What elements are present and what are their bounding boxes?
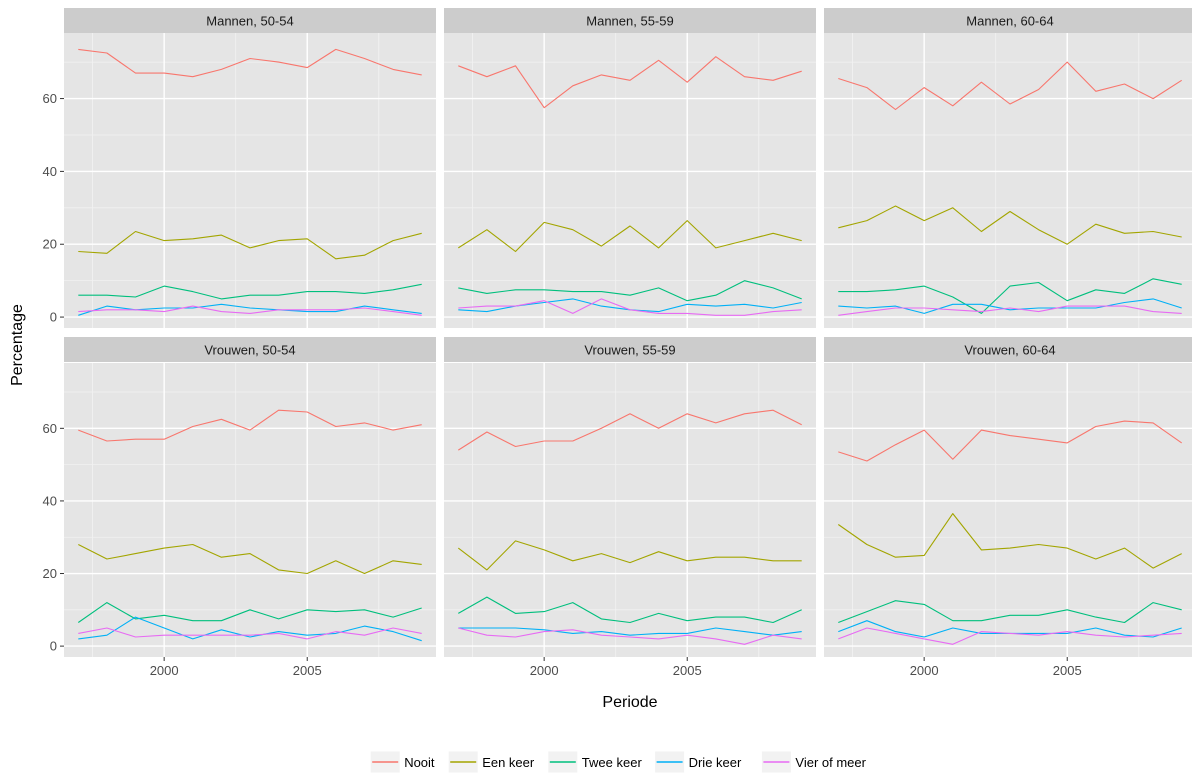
x-tick-label: 2005 bbox=[293, 663, 322, 678]
series-line-vier-of-meer bbox=[78, 305, 422, 316]
series-line-nooit bbox=[838, 61, 1182, 111]
panel-background bbox=[444, 33, 816, 328]
y-axis-label: Percentage bbox=[9, 304, 26, 386]
series-line-drie-keer bbox=[838, 298, 1182, 314]
y-tick-label: 20 bbox=[43, 237, 57, 252]
legend-label: Nooit bbox=[404, 755, 435, 770]
series-line-drie-keer bbox=[458, 627, 802, 636]
x-axis-label: Periode bbox=[602, 694, 657, 711]
series-line-twee-keer bbox=[838, 600, 1182, 624]
series-line-vier-of-meer bbox=[838, 305, 1182, 316]
facet-title: Vrouwen, 50-54 bbox=[204, 343, 295, 358]
series-line-vier-of-meer bbox=[458, 627, 802, 645]
series-line-twee-keer bbox=[78, 283, 422, 300]
y-tick-label: 0 bbox=[50, 639, 57, 654]
y-tick-label: 60 bbox=[43, 421, 57, 436]
y-tick-label: 60 bbox=[43, 91, 57, 106]
series-line-twee-keer bbox=[458, 596, 802, 624]
legend-label: Een keer bbox=[482, 755, 535, 770]
facet-strip bbox=[64, 8, 436, 33]
series-line-nooit bbox=[458, 56, 802, 109]
facet-title: Mannen, 55-59 bbox=[586, 14, 673, 29]
panel-background bbox=[64, 33, 436, 328]
series-line-vier-of-meer bbox=[838, 627, 1182, 645]
legend-label: Drie keer bbox=[689, 755, 742, 770]
x-tick-label: 2000 bbox=[910, 663, 939, 678]
x-tick-label: 2005 bbox=[1053, 663, 1082, 678]
y-tick-label: 0 bbox=[50, 310, 57, 325]
series-line-vier-of-meer bbox=[78, 627, 422, 640]
panel-background bbox=[824, 363, 1192, 657]
facet-title: Mannen, 60-64 bbox=[966, 14, 1053, 29]
panel-background bbox=[824, 33, 1192, 328]
series-line-nooit bbox=[838, 420, 1183, 462]
series-line-een-keer bbox=[78, 230, 422, 260]
series-line-drie-keer bbox=[78, 616, 422, 642]
series-line-een-keer bbox=[78, 543, 422, 575]
series-line-een-keer bbox=[837, 513, 1182, 569]
facet-title: Vrouwen, 60-64 bbox=[964, 343, 1055, 358]
series-line-twee-keer bbox=[838, 278, 1182, 314]
facet-strip bbox=[444, 337, 816, 362]
y-tick-label: 20 bbox=[43, 566, 57, 581]
y-tick-label: 40 bbox=[43, 164, 57, 179]
series-line-een-keer bbox=[457, 540, 802, 571]
series-line-twee-keer bbox=[458, 280, 802, 302]
x-tick-label: 2000 bbox=[530, 663, 559, 678]
facet-strip bbox=[64, 337, 436, 362]
facet-title: Mannen, 50-54 bbox=[206, 14, 293, 29]
series-line-een-keer bbox=[838, 205, 1182, 245]
series-line-nooit bbox=[78, 409, 422, 442]
x-tick-label: 2005 bbox=[673, 663, 702, 678]
facet-title: Vrouwen, 55-59 bbox=[584, 343, 675, 358]
y-tick-label: 40 bbox=[43, 493, 57, 508]
legend-label: Vier of meer bbox=[795, 755, 866, 770]
facet-strip bbox=[824, 8, 1192, 33]
series-line-een-keer bbox=[458, 220, 802, 253]
series-line-twee-keer bbox=[77, 602, 422, 623]
facet-strip bbox=[824, 337, 1192, 362]
panel-background bbox=[64, 363, 436, 657]
panel-background bbox=[444, 363, 816, 657]
x-tick-label: 2000 bbox=[150, 663, 179, 678]
series-line-nooit bbox=[458, 409, 802, 451]
legend-label: Twee keer bbox=[582, 755, 643, 770]
series-line-vier-of-meer bbox=[458, 298, 802, 316]
facet-strip bbox=[444, 8, 816, 33]
series-line-nooit bbox=[78, 48, 422, 78]
